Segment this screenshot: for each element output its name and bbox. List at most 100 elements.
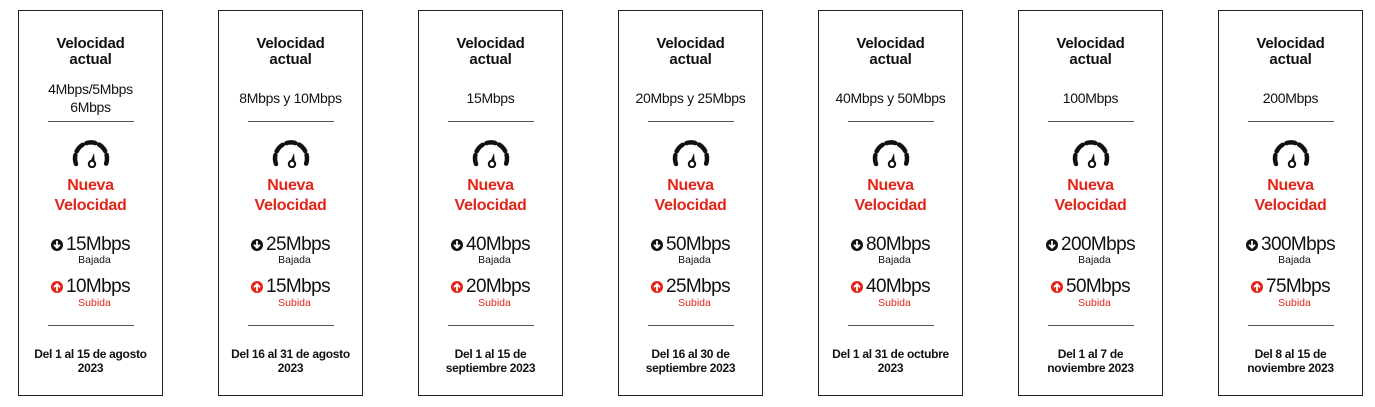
upload-speed-value: 25Mbps xyxy=(666,276,731,297)
upload-arrow-icon xyxy=(251,281,263,293)
download-speed-row: 80Mbps xyxy=(819,235,962,255)
new-speed-heading: Nueva Velocidad xyxy=(1254,177,1327,214)
upload-arrow-icon xyxy=(51,281,63,293)
upload-label: Subida xyxy=(1278,297,1311,309)
upload-speed-value: 10Mbps xyxy=(66,276,131,297)
speedometer-icon xyxy=(69,138,113,169)
current-speed: 4Mbps/5Mbps 6Mbps xyxy=(48,81,133,115)
card-title: Velocidad actual xyxy=(856,35,925,68)
download-label: Bajada xyxy=(1278,254,1311,266)
download-arrow-icon xyxy=(51,239,63,251)
download-label: Bajada xyxy=(478,254,511,266)
divider xyxy=(48,325,134,326)
period-dates: Del 16 al 30 de septiembre 2023 xyxy=(645,347,736,375)
card-title: Velocidad actual xyxy=(1056,35,1125,68)
divider xyxy=(1248,121,1334,122)
upload-speed-value: 15Mbps xyxy=(266,276,331,297)
period-dates: Del 1 al 15 de agosto 2023 xyxy=(34,347,147,375)
card-title: Velocidad actual xyxy=(456,35,525,68)
download-speed-row: 25Mbps xyxy=(219,235,362,255)
download-label: Bajada xyxy=(678,254,711,266)
speed-card: Velocidad actual 15Mbps Nueva Velocidad 40M… xyxy=(418,10,563,396)
download-speed-value: 200Mbps xyxy=(1061,234,1136,255)
period-dates: Del 16 al 31 de agosto 2023 xyxy=(231,347,350,375)
download-arrow-icon xyxy=(651,239,663,251)
divider xyxy=(448,325,534,326)
speedometer-icon xyxy=(1269,138,1313,169)
current-speed: 40Mbps y 50Mbps xyxy=(835,90,946,106)
divider xyxy=(848,121,934,122)
speedometer-icon xyxy=(269,138,313,169)
upload-label: Subida xyxy=(78,297,111,309)
upload-speed-value: 75Mbps xyxy=(1266,276,1331,297)
speedometer-icon xyxy=(1069,138,1113,169)
card-title: Velocidad actual xyxy=(56,35,125,68)
upload-label: Subida xyxy=(278,297,311,309)
speedometer-icon xyxy=(669,138,713,169)
download-arrow-icon xyxy=(451,239,463,251)
upload-speed-row: 10Mbps xyxy=(19,277,162,297)
download-label: Bajada xyxy=(878,254,911,266)
current-speed: 8Mbps y 10Mbps xyxy=(239,90,342,106)
upload-speed-value: 20Mbps xyxy=(466,276,531,297)
current-speed: 15Mbps xyxy=(466,90,515,106)
divider xyxy=(448,121,534,122)
period-dates: Del 8 al 15 de noviembre 2023 xyxy=(1247,347,1334,375)
divider xyxy=(1248,325,1334,326)
divider xyxy=(848,325,934,326)
upload-speed-row: 20Mbps xyxy=(419,277,562,297)
divider xyxy=(248,325,334,326)
download-speed-row: 50Mbps xyxy=(619,235,762,255)
download-speed-value: 50Mbps xyxy=(666,234,731,255)
download-label: Bajada xyxy=(278,254,311,266)
period-dates: Del 1 al 7 de noviembre 2023 xyxy=(1047,347,1134,375)
download-speed-row: 15Mbps xyxy=(19,235,162,255)
upload-arrow-icon xyxy=(451,281,463,293)
speed-card: Velocidad actual 20Mbps y 25Mbps Nueva Vel… xyxy=(618,10,763,396)
speed-card: Velocidad actual 4Mbps/5Mbps 6Mbps Nueva V… xyxy=(18,10,163,396)
download-arrow-icon xyxy=(851,239,863,251)
speed-card: Velocidad actual 40Mbps y 50Mbps Nueva Vel… xyxy=(818,10,963,396)
download-speed-row: 200Mbps xyxy=(1019,235,1162,255)
download-label: Bajada xyxy=(1078,254,1111,266)
speed-card: Velocidad actual 100Mbps Nueva Velocidad 20… xyxy=(1018,10,1163,396)
download-arrow-icon xyxy=(1246,239,1259,251)
upload-speed-row: 15Mbps xyxy=(219,277,362,297)
divider xyxy=(648,325,734,326)
speedometer-icon xyxy=(469,138,513,169)
upload-speed-value: 50Mbps xyxy=(1066,276,1131,297)
upload-speed-row: 25Mbps xyxy=(619,277,762,297)
upload-speed-row: 75Mbps xyxy=(1219,277,1362,297)
divider xyxy=(1048,121,1134,122)
upload-arrow-icon xyxy=(1051,281,1063,293)
download-speed-value: 15Mbps xyxy=(66,234,131,255)
upload-label: Subida xyxy=(678,297,711,309)
upload-label: Subida xyxy=(878,297,911,309)
upload-speed-value: 40Mbps xyxy=(866,276,931,297)
card-title: Velocidad actual xyxy=(1256,35,1325,68)
download-speed-row: 40Mbps xyxy=(419,235,562,255)
speedometer-icon xyxy=(869,138,913,169)
current-speed: 20Mbps y 25Mbps xyxy=(635,90,746,106)
upload-speed-row: 40Mbps xyxy=(819,277,962,297)
download-speed-value: 300Mbps xyxy=(1261,234,1336,255)
upload-speed-row: 50Mbps xyxy=(1019,277,1162,297)
new-speed-heading: Nueva Velocidad xyxy=(1054,177,1127,214)
new-speed-heading: Nueva Velocidad xyxy=(654,177,727,214)
upload-arrow-icon xyxy=(651,281,663,293)
speed-card: Velocidad actual 200Mbps Nueva Velocidad 30… xyxy=(1218,10,1363,396)
divider xyxy=(648,121,734,122)
new-speed-heading: Nueva Velocidad xyxy=(854,177,927,214)
download-speed-value: 25Mbps xyxy=(266,234,331,255)
upload-label: Subida xyxy=(478,297,511,309)
download-arrow-icon xyxy=(251,239,263,251)
upload-label: Subida xyxy=(1078,297,1111,309)
divider xyxy=(248,121,334,122)
download-speed-value: 40Mbps xyxy=(466,234,531,255)
divider xyxy=(48,121,134,122)
upload-arrow-icon xyxy=(851,281,863,293)
new-speed-heading: Nueva Velocidad xyxy=(54,177,127,214)
download-speed-value: 80Mbps xyxy=(866,234,931,255)
upload-arrow-icon xyxy=(1251,281,1263,293)
new-speed-heading: Nueva Velocidad xyxy=(454,177,527,214)
